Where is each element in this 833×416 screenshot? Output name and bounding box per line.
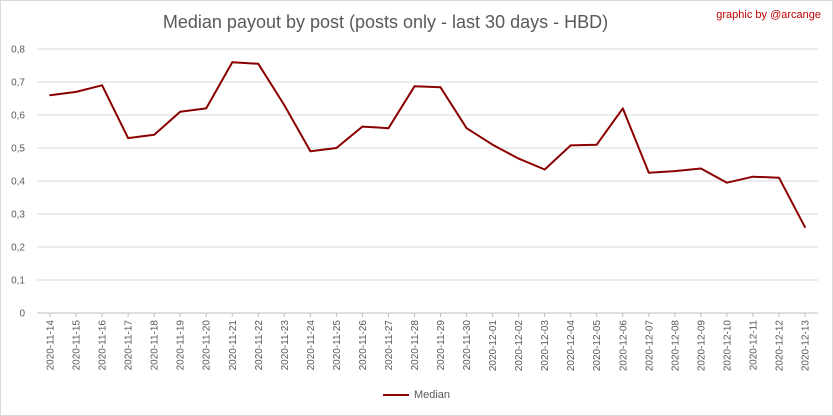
data-point xyxy=(179,110,182,113)
data-point xyxy=(283,104,286,106)
data-point xyxy=(699,167,702,170)
data-point xyxy=(465,127,468,130)
y-tick-label: 0,3 xyxy=(11,210,25,221)
y-tick-label: 0,8 xyxy=(11,45,25,56)
data-point xyxy=(543,168,546,171)
x-axis-ticks: 2020-11-14 2020-11-15 2020-11-16 2020-11-17… xyxy=(46,313,811,372)
data-point xyxy=(101,84,103,87)
x-tick-label: 2020-12-01 xyxy=(488,320,499,372)
data-point xyxy=(439,86,442,89)
data-point xyxy=(752,175,754,178)
y-tick-label: 0 xyxy=(19,309,25,320)
data-point xyxy=(778,176,780,179)
x-tick-label: 2020-11-15 xyxy=(72,320,83,371)
x-tick-label: 2020-11-29 xyxy=(436,320,447,371)
y-tick-label: 0,4 xyxy=(11,177,25,188)
x-tick-label: 2020-11-26 xyxy=(358,320,369,371)
x-tick-label: 2020-12-12 xyxy=(774,320,785,372)
data-point xyxy=(361,125,364,128)
x-tick-label: 2020-12-04 xyxy=(566,320,577,372)
x-tick-label: 2020-12-07 xyxy=(644,320,655,372)
data-point xyxy=(413,85,416,88)
legend: Median xyxy=(0,389,833,401)
y-axis-ticks: 0 0,1 0,2 0,3 0,4 0,5 0,6 0,7 0,8 xyxy=(11,45,25,320)
data-point xyxy=(804,226,806,229)
x-tick-label: 2020-11-27 xyxy=(384,320,395,371)
x-tick-label: 2020-11-14 xyxy=(46,320,57,371)
y-tick-label: 0,1 xyxy=(11,276,25,287)
x-tick-label: 2020-11-22 xyxy=(254,320,265,371)
series-line-median xyxy=(49,61,806,228)
data-point xyxy=(257,62,260,65)
credit-label: graphic by @arcange xyxy=(716,9,821,21)
legend-label: Median xyxy=(413,389,451,401)
x-tick-label: 2020-12-13 xyxy=(800,320,811,372)
data-point xyxy=(621,107,624,110)
data-point xyxy=(153,133,156,136)
data-point xyxy=(205,107,208,110)
x-tick-label: 2020-11-18 xyxy=(150,320,161,371)
x-tick-label: 2020-12-03 xyxy=(540,320,551,372)
y-tick-label: 0,7 xyxy=(11,78,25,89)
y-tick-label: 0,5 xyxy=(11,144,25,155)
x-tick-label: 2020-12-08 xyxy=(670,320,681,372)
series-layer xyxy=(49,61,806,229)
data-point xyxy=(569,144,572,147)
data-point xyxy=(49,94,51,97)
x-tick-label: 2020-12-11 xyxy=(748,320,759,371)
x-tick-label: 2020-12-02 xyxy=(514,320,525,372)
x-tick-label: 2020-11-25 xyxy=(332,320,343,371)
legend-swatch xyxy=(382,394,409,397)
y-tick-label: 0,6 xyxy=(11,111,25,122)
x-tick-label: 2020-12-05 xyxy=(592,320,603,372)
x-tick-label: 2020-11-23 xyxy=(280,320,291,371)
data-point xyxy=(595,143,598,146)
x-tick-label: 2020-11-28 xyxy=(410,320,421,371)
gridlines xyxy=(37,48,818,314)
data-point xyxy=(517,157,520,160)
x-tick-label: 2020-12-06 xyxy=(618,320,629,372)
data-point xyxy=(387,127,390,130)
x-tick-label: 2020-11-16 xyxy=(98,320,109,371)
x-tick-label: 2020-11-21 xyxy=(228,320,239,371)
data-point xyxy=(231,61,234,64)
x-tick-label: 2020-12-10 xyxy=(722,320,733,372)
data-point xyxy=(309,150,312,153)
data-point xyxy=(335,147,338,149)
x-tick-label: 2020-12-09 xyxy=(696,320,707,372)
data-point xyxy=(127,137,130,140)
data-point xyxy=(491,143,494,146)
y-tick-label: 0,2 xyxy=(11,243,25,254)
x-tick-label: 2020-11-19 xyxy=(176,320,187,371)
x-tick-label: 2020-11-20 xyxy=(202,320,213,371)
x-tick-label: 2020-11-24 xyxy=(306,320,317,371)
x-tick-label: 2020-11-17 xyxy=(124,320,135,371)
data-point xyxy=(647,171,650,174)
data-point xyxy=(725,181,728,184)
data-point xyxy=(75,91,77,93)
data-point xyxy=(673,170,676,173)
x-tick-label: 2020-11-30 xyxy=(462,320,473,371)
chart-title: Median payout by post (posts only - last… xyxy=(162,12,609,32)
